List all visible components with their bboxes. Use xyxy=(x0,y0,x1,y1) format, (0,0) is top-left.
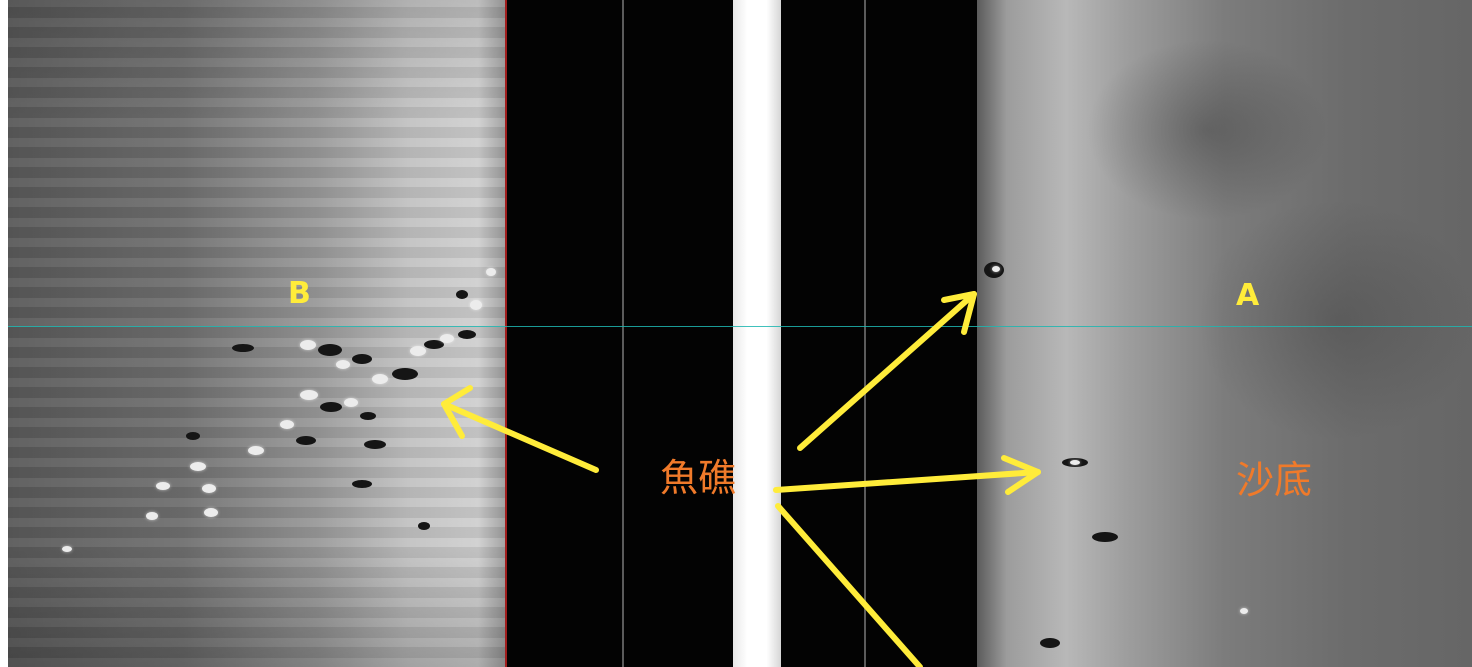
port-side-scan-swath xyxy=(8,0,508,667)
arrow-to-reef-b xyxy=(441,401,599,473)
starboard-side-scan-swath xyxy=(977,0,1472,667)
sand-bottom-label: 沙底 xyxy=(1236,458,1313,502)
nadir-strip xyxy=(733,0,781,667)
image-margin xyxy=(0,0,8,667)
port-water-column xyxy=(507,0,733,667)
starboard-surface-trace xyxy=(864,0,866,667)
arrow-to-reef-a-upper xyxy=(797,291,977,451)
arrow-to-reef-a-middle-head xyxy=(1001,455,1041,495)
port-bottom-trace xyxy=(505,0,507,667)
point-label-b: B xyxy=(288,276,311,311)
arrow-to-reef-lower xyxy=(775,503,923,667)
point-label-a: A xyxy=(1236,278,1260,313)
arrow-to-reef-b-head xyxy=(441,385,473,439)
starboard-water-column xyxy=(781,0,977,667)
cursor-line xyxy=(8,326,1472,327)
reef-label: 魚礁 xyxy=(660,456,737,500)
arrow-to-reef-a-middle xyxy=(773,469,1041,493)
arrow-to-reef-a-upper-head xyxy=(941,291,977,335)
port-surface-trace xyxy=(622,0,624,667)
